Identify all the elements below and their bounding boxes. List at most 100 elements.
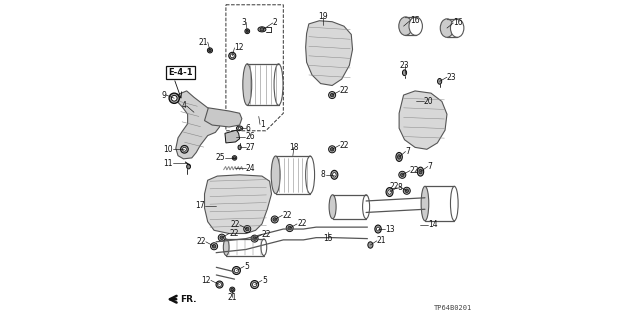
Polygon shape: [176, 91, 220, 159]
Text: 12: 12: [234, 43, 244, 52]
Text: 9: 9: [161, 91, 166, 100]
Ellipse shape: [274, 64, 283, 105]
Ellipse shape: [180, 145, 188, 153]
Ellipse shape: [209, 49, 211, 52]
Ellipse shape: [246, 30, 248, 32]
Text: 19: 19: [317, 12, 328, 21]
Text: 18: 18: [289, 143, 299, 152]
Text: 2: 2: [273, 19, 278, 27]
Ellipse shape: [251, 235, 258, 242]
Text: 5: 5: [262, 276, 267, 285]
Ellipse shape: [244, 226, 251, 233]
Ellipse shape: [187, 164, 191, 169]
Text: 21: 21: [228, 293, 237, 302]
Ellipse shape: [330, 147, 334, 151]
Text: 22: 22: [282, 211, 292, 220]
Ellipse shape: [401, 173, 404, 177]
Ellipse shape: [409, 17, 422, 35]
Polygon shape: [225, 130, 239, 143]
Ellipse shape: [182, 147, 186, 151]
Ellipse shape: [261, 239, 267, 256]
Ellipse shape: [399, 171, 406, 178]
Ellipse shape: [386, 188, 393, 197]
Ellipse shape: [216, 281, 223, 288]
Ellipse shape: [211, 243, 218, 250]
Ellipse shape: [234, 157, 236, 159]
Text: 22: 22: [410, 166, 419, 175]
Ellipse shape: [232, 267, 241, 274]
Text: 24: 24: [246, 164, 255, 173]
Ellipse shape: [271, 216, 278, 223]
Ellipse shape: [238, 145, 241, 150]
Ellipse shape: [258, 27, 266, 32]
Text: E-4-1: E-4-1: [168, 68, 193, 77]
Ellipse shape: [172, 95, 177, 101]
Ellipse shape: [286, 225, 293, 232]
Text: 22: 22: [297, 219, 307, 228]
Ellipse shape: [169, 93, 179, 103]
Ellipse shape: [253, 237, 257, 241]
Text: 22: 22: [196, 237, 206, 246]
Text: 21: 21: [198, 38, 208, 47]
Text: 26: 26: [245, 132, 255, 141]
Text: 7: 7: [406, 147, 410, 156]
Text: 15: 15: [323, 234, 333, 243]
Ellipse shape: [260, 28, 264, 31]
Text: 21: 21: [377, 236, 387, 245]
Ellipse shape: [328, 92, 335, 99]
Text: 13: 13: [385, 225, 395, 234]
Text: 11: 11: [163, 159, 173, 168]
Text: 22: 22: [340, 141, 349, 150]
Ellipse shape: [253, 283, 257, 287]
Text: 14: 14: [428, 220, 438, 229]
Ellipse shape: [207, 48, 212, 53]
Text: 27: 27: [246, 143, 255, 152]
Text: 10: 10: [163, 145, 173, 154]
Ellipse shape: [417, 167, 424, 176]
Ellipse shape: [375, 225, 381, 233]
Ellipse shape: [330, 93, 334, 97]
Text: 23: 23: [400, 61, 410, 70]
Text: 25: 25: [215, 153, 225, 162]
Text: 3: 3: [241, 18, 246, 27]
Ellipse shape: [328, 146, 335, 153]
Polygon shape: [306, 21, 353, 85]
Text: FR.: FR.: [180, 295, 196, 304]
Text: 22: 22: [230, 220, 239, 229]
Ellipse shape: [368, 242, 373, 248]
Ellipse shape: [220, 236, 223, 239]
Text: 16: 16: [453, 19, 463, 27]
Ellipse shape: [218, 283, 221, 286]
Text: 23: 23: [447, 73, 456, 82]
Text: 8: 8: [321, 170, 326, 179]
Polygon shape: [205, 175, 271, 234]
Ellipse shape: [246, 227, 249, 231]
Ellipse shape: [399, 17, 412, 35]
Text: 4: 4: [182, 101, 187, 110]
Ellipse shape: [396, 152, 403, 161]
Polygon shape: [399, 91, 447, 149]
Ellipse shape: [403, 70, 406, 76]
Ellipse shape: [273, 218, 276, 221]
Text: 6: 6: [246, 124, 251, 133]
Ellipse shape: [234, 269, 239, 272]
Ellipse shape: [388, 190, 391, 194]
Ellipse shape: [329, 195, 336, 219]
Ellipse shape: [421, 186, 429, 221]
Ellipse shape: [243, 64, 252, 105]
Text: 22: 22: [390, 182, 399, 191]
Text: 8: 8: [397, 183, 402, 192]
Text: 22: 22: [229, 229, 239, 238]
Ellipse shape: [405, 189, 408, 192]
Ellipse shape: [333, 173, 336, 177]
Ellipse shape: [397, 155, 401, 159]
Text: 5: 5: [244, 262, 249, 271]
Ellipse shape: [403, 187, 410, 194]
Ellipse shape: [251, 281, 259, 288]
Ellipse shape: [451, 186, 458, 221]
Text: 12: 12: [202, 276, 211, 285]
Text: 7: 7: [428, 162, 433, 171]
Text: 17: 17: [195, 201, 205, 210]
Ellipse shape: [419, 169, 422, 174]
Ellipse shape: [238, 127, 241, 130]
